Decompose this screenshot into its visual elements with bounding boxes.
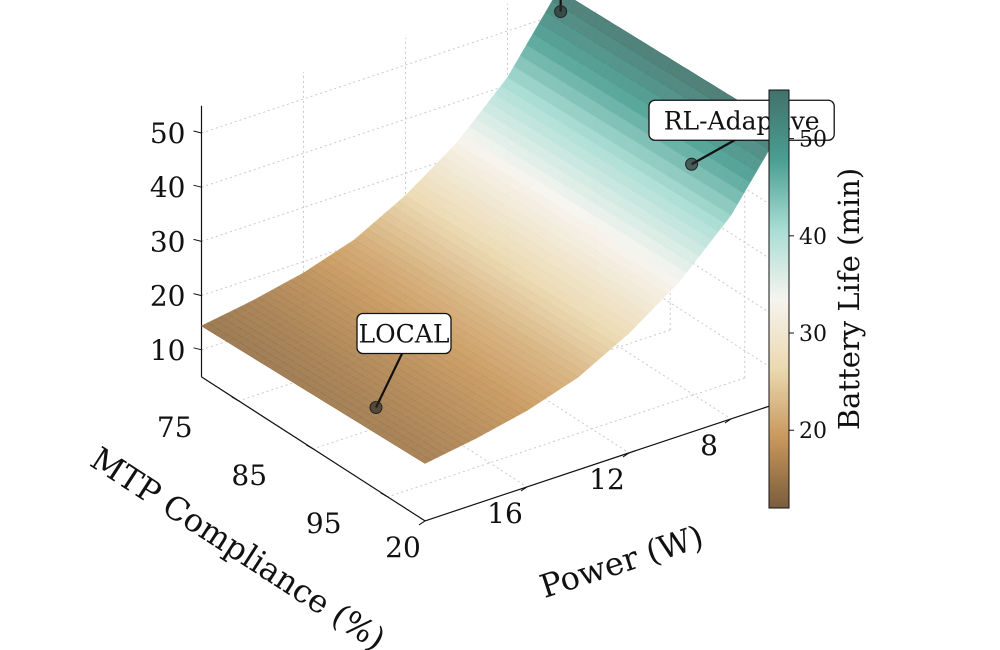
surface-mesh-line <box>246 17 604 354</box>
surface-mesh-line <box>313 58 671 395</box>
grid-line <box>507 274 732 420</box>
surface-mesh-line <box>305 54 664 391</box>
surface-mesh-line <box>335 72 693 409</box>
x-tick-mark <box>418 520 426 526</box>
surface-mesh-line <box>409 118 768 455</box>
surface-mesh-line <box>253 22 611 359</box>
surface-mesh-line <box>372 95 731 432</box>
z-tick-label: 50 <box>150 117 186 150</box>
z-tick-mark <box>193 130 202 134</box>
surface-mesh-line <box>208 0 564 331</box>
surface-mesh-line <box>238 12 596 350</box>
colorbar-tick-label: 20 <box>799 419 827 444</box>
surface-mesh-line <box>216 0 574 336</box>
surface-mesh-line <box>201 0 554 327</box>
surface-mesh-line <box>320 63 678 400</box>
surface-mesh-line <box>380 100 738 437</box>
surface-mesh-line <box>357 86 716 423</box>
colorbar-tick-label: 50 <box>799 128 827 153</box>
surface-mesh-line <box>275 35 634 373</box>
annotation-label: RL-Adaptive <box>664 106 820 135</box>
surface-mesh-line <box>342 77 701 414</box>
surface-mesh-line <box>402 113 760 450</box>
grid-line <box>303 342 528 488</box>
x-tick-label: 12 <box>589 463 625 496</box>
annotation-marker <box>554 5 568 19</box>
z-tick-mark <box>193 293 202 297</box>
y-tick-mark <box>231 396 239 402</box>
surface-mesh-line <box>260 26 619 363</box>
x-axis-label: Power (W) <box>535 517 708 605</box>
z-tick-mark <box>193 347 202 351</box>
y-tick-label: 95 <box>306 507 342 540</box>
annotation-marker <box>369 400 383 414</box>
surface-mesh-line <box>395 109 753 446</box>
annotation-box <box>356 312 452 355</box>
z-tick-label: 10 <box>150 334 186 367</box>
surface-mesh-line <box>268 31 626 368</box>
x-tick-mark <box>724 418 732 424</box>
surface-mesh-line <box>231 8 589 345</box>
surface-mesh-line <box>290 45 649 382</box>
surface-patch <box>416 455 432 464</box>
surface-mesh-line <box>328 67 686 405</box>
z-tick-mark <box>193 184 202 188</box>
y-tick-mark <box>306 444 314 450</box>
y-tick-label: 85 <box>231 459 267 492</box>
x-axis-line <box>424 401 783 522</box>
z-tick-label: 40 <box>150 171 186 204</box>
surface-mesh-line <box>223 3 582 340</box>
annotation-leader <box>375 349 405 408</box>
surface-mesh-line <box>283 40 641 377</box>
surface <box>200 0 783 464</box>
annotation-leader <box>691 135 743 166</box>
x-tick-mark <box>622 452 630 458</box>
colorbar-tick-label: 40 <box>799 225 827 250</box>
x-tick-label: 20 <box>385 531 421 564</box>
surface-mesh-line <box>365 90 723 428</box>
colorbar-gradient <box>768 89 790 509</box>
surface-mesh-line <box>424 127 783 464</box>
grid-line <box>558 230 783 376</box>
z-tick-mark <box>193 238 202 242</box>
surface-mesh-line <box>298 49 656 386</box>
surface-mesh-line <box>387 104 745 441</box>
y-tick-mark <box>380 492 388 498</box>
colorbar-tick-label: 30 <box>799 322 827 347</box>
annotation-label: LOCAL <box>359 319 450 348</box>
x-tick-label: 8 <box>700 429 718 462</box>
x-tick-mark <box>520 486 528 492</box>
colorbar-label: Battery Life (min) <box>832 168 866 430</box>
x-tick-label: 16 <box>487 497 523 530</box>
y-tick-label: 75 <box>157 411 193 444</box>
surface-mesh-line <box>350 81 708 418</box>
surface-mesh-line <box>417 122 775 460</box>
z-tick-label: 30 <box>150 225 186 258</box>
annotation-marker <box>685 157 699 171</box>
z-tick-label: 20 <box>150 280 186 313</box>
